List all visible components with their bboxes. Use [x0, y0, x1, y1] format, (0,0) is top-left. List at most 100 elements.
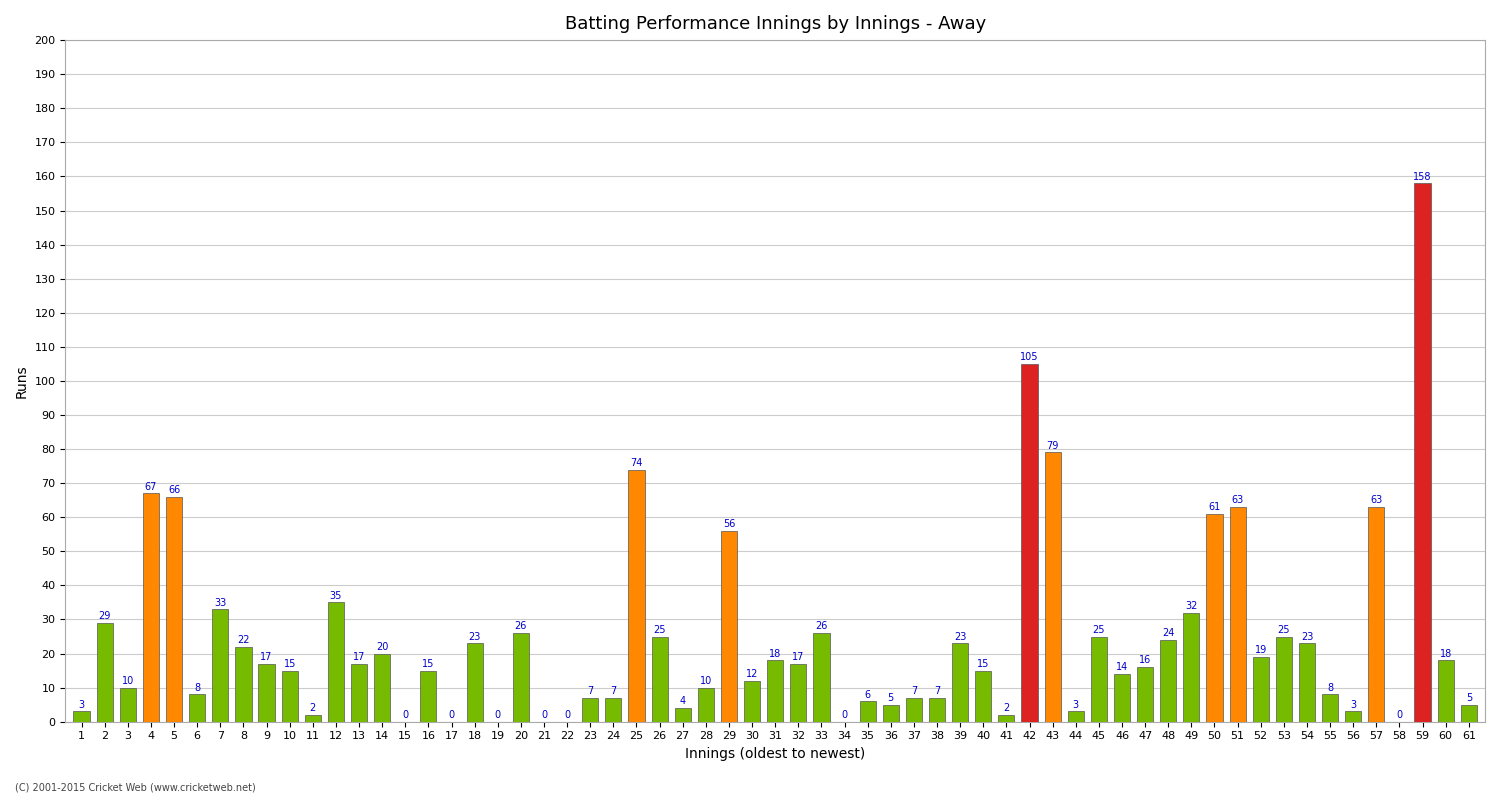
- Bar: [813, 633, 830, 722]
- Bar: [1160, 640, 1176, 722]
- Text: 0: 0: [564, 710, 570, 720]
- Bar: [304, 715, 321, 722]
- Bar: [142, 494, 159, 722]
- Text: 67: 67: [146, 482, 158, 492]
- Text: 17: 17: [261, 652, 273, 662]
- Text: 3: 3: [1350, 700, 1356, 710]
- Y-axis label: Runs: Runs: [15, 364, 28, 398]
- Text: 33: 33: [214, 598, 226, 607]
- Bar: [513, 633, 529, 722]
- Text: 5: 5: [888, 693, 894, 703]
- Text: 10: 10: [122, 676, 134, 686]
- Bar: [1068, 711, 1084, 722]
- Text: (C) 2001-2015 Cricket Web (www.cricketweb.net): (C) 2001-2015 Cricket Web (www.cricketwe…: [15, 782, 255, 792]
- Bar: [722, 531, 736, 722]
- Bar: [351, 664, 368, 722]
- Bar: [211, 610, 228, 722]
- Text: 35: 35: [330, 590, 342, 601]
- Bar: [790, 664, 807, 722]
- Text: 23: 23: [468, 632, 482, 642]
- Text: 0: 0: [842, 710, 848, 720]
- Bar: [466, 643, 483, 722]
- Text: 8: 8: [194, 682, 201, 693]
- Text: 4: 4: [680, 696, 686, 706]
- Text: 0: 0: [402, 710, 408, 720]
- Text: 23: 23: [954, 632, 966, 642]
- Text: 74: 74: [630, 458, 642, 468]
- Text: 24: 24: [1162, 628, 1174, 638]
- Text: 15: 15: [284, 659, 296, 669]
- Text: 25: 25: [1092, 625, 1106, 635]
- Bar: [120, 688, 136, 722]
- Text: 17: 17: [792, 652, 804, 662]
- Bar: [1090, 637, 1107, 722]
- Bar: [189, 694, 206, 722]
- Bar: [236, 646, 252, 722]
- X-axis label: Innings (oldest to newest): Innings (oldest to newest): [686, 747, 865, 761]
- Bar: [74, 711, 90, 722]
- Bar: [1414, 183, 1431, 722]
- Text: 25: 25: [654, 625, 666, 635]
- Text: 29: 29: [99, 611, 111, 621]
- Text: 158: 158: [1413, 171, 1432, 182]
- Text: 3: 3: [1072, 700, 1078, 710]
- Text: 2: 2: [309, 703, 316, 714]
- Bar: [1437, 660, 1454, 722]
- Text: 0: 0: [495, 710, 501, 720]
- Text: 105: 105: [1020, 352, 1040, 362]
- Text: 2: 2: [1004, 703, 1010, 714]
- Text: 26: 26: [514, 622, 526, 631]
- Text: 7: 7: [610, 686, 616, 696]
- Text: 32: 32: [1185, 601, 1197, 611]
- Text: 56: 56: [723, 519, 735, 529]
- Bar: [1137, 667, 1154, 722]
- Text: 15: 15: [976, 659, 990, 669]
- Text: 7: 7: [910, 686, 916, 696]
- Bar: [96, 623, 112, 722]
- Bar: [282, 670, 298, 722]
- Text: 15: 15: [422, 659, 435, 669]
- Text: 22: 22: [237, 635, 249, 645]
- Text: 7: 7: [586, 686, 594, 696]
- Bar: [675, 708, 692, 722]
- Bar: [1044, 453, 1060, 722]
- Bar: [1299, 643, 1316, 722]
- Bar: [628, 470, 645, 722]
- Bar: [328, 602, 344, 722]
- Bar: [1114, 674, 1130, 722]
- Text: 8: 8: [1328, 682, 1334, 693]
- Bar: [999, 715, 1014, 722]
- Bar: [859, 702, 876, 722]
- Title: Batting Performance Innings by Innings - Away: Batting Performance Innings by Innings -…: [564, 15, 986, 33]
- Bar: [1368, 507, 1384, 722]
- Bar: [882, 705, 898, 722]
- Text: 0: 0: [448, 710, 454, 720]
- Bar: [766, 660, 783, 722]
- Text: 6: 6: [864, 690, 870, 699]
- Bar: [1461, 705, 1478, 722]
- Bar: [651, 637, 668, 722]
- Bar: [744, 681, 760, 722]
- Bar: [1252, 657, 1269, 722]
- Text: 23: 23: [1300, 632, 1312, 642]
- Text: 19: 19: [1254, 646, 1268, 655]
- Bar: [1322, 694, 1338, 722]
- Text: 5: 5: [1466, 693, 1472, 703]
- Text: 12: 12: [746, 669, 759, 679]
- Bar: [1184, 613, 1200, 722]
- Bar: [975, 670, 992, 722]
- Text: 14: 14: [1116, 662, 1128, 672]
- Bar: [698, 688, 714, 722]
- Bar: [928, 698, 945, 722]
- Text: 3: 3: [78, 700, 84, 710]
- Text: 18: 18: [770, 649, 782, 658]
- Bar: [906, 698, 922, 722]
- Bar: [582, 698, 598, 722]
- Text: 0: 0: [1396, 710, 1402, 720]
- Bar: [1276, 637, 1292, 722]
- Text: 0: 0: [542, 710, 548, 720]
- Bar: [1346, 711, 1362, 722]
- Text: 26: 26: [816, 622, 828, 631]
- Bar: [1206, 514, 1222, 722]
- Text: 20: 20: [376, 642, 388, 652]
